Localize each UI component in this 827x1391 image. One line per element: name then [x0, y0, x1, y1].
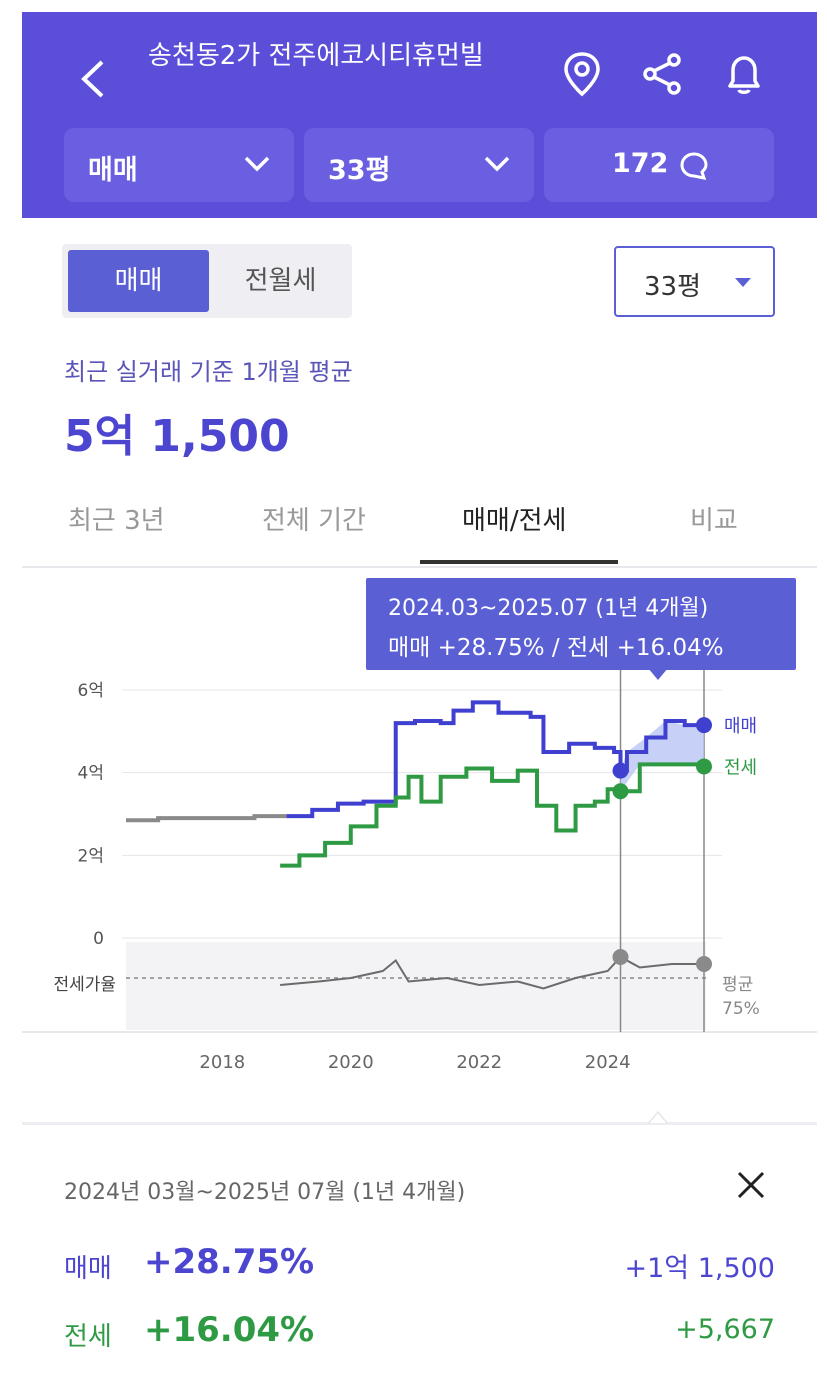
- ratio-series-line: [280, 955, 704, 990]
- y-tick-label: 2억: [78, 846, 104, 866]
- tooltip-period: 2024.03~2025.07 (1년 4개월): [388, 596, 709, 621]
- tab-recent-3y[interactable]: 최근 3년: [68, 506, 165, 536]
- close-icon[interactable]: [734, 1168, 768, 1202]
- area-type-label: 33평: [328, 155, 391, 186]
- trade-segment-control: 매매 전월세: [62, 244, 352, 318]
- location-pin-icon[interactable]: [558, 50, 606, 98]
- dropdown-caret-icon: [735, 278, 751, 287]
- detail-period: 2024년 03월~2025년 07월 (1년 4개월): [64, 1180, 466, 1205]
- lease-end-dot: [696, 758, 712, 775]
- detail-lease-label: 전세: [64, 1322, 112, 1352]
- range-tooltip: 2024.03~2025.07 (1년 4개월) 매매 +28.75% / 전세…: [366, 578, 796, 670]
- comments-button[interactable]: 172: [544, 128, 774, 202]
- ratio-avg-value: 75%: [722, 999, 760, 1019]
- trade-type-select[interactable]: 매매: [64, 128, 294, 202]
- page-title: 송천동2가 전주에코시티휴먼빌: [148, 41, 484, 71]
- y-tick-label: 4억: [78, 764, 104, 784]
- area-type-select[interactable]: 33평: [304, 128, 534, 202]
- share-icon[interactable]: [638, 50, 686, 98]
- tab-all-period[interactable]: 전체 기간: [262, 506, 366, 536]
- tab-compare[interactable]: 비교: [690, 506, 738, 536]
- lease-end-label: 전세: [724, 757, 757, 778]
- chat-bubble-icon: [680, 152, 708, 180]
- app-header: 송천동2가 전주에코시티휴먼빌 매매 33평 172: [22, 12, 817, 218]
- chevron-down-icon: [484, 156, 510, 172]
- detail-lease-pct: +16.04%: [144, 1310, 315, 1350]
- area-dropdown[interactable]: 33평: [614, 246, 775, 317]
- chevron-down-icon: [244, 156, 270, 172]
- comment-count: 172: [612, 148, 669, 179]
- sale-early-line: [126, 814, 287, 823]
- x-tick-label: 2024: [585, 1052, 631, 1073]
- area-dropdown-label: 33평: [644, 272, 702, 302]
- tooltip-values: 매매 +28.75% / 전세 +16.04%: [388, 635, 724, 661]
- sale-end-label: 매매: [724, 716, 757, 737]
- ratio-band: [126, 942, 706, 1030]
- period-tabs: 최근 3년 전체 기간 매매/전세 비교: [22, 490, 817, 568]
- trade-type-label: 매매: [88, 155, 138, 186]
- price-basis-label: 최근 실거래 기준 1개월 평균: [64, 358, 353, 386]
- bell-icon[interactable]: [720, 50, 768, 98]
- ratio-avg-label: 평균: [722, 975, 753, 995]
- detail-lease-amount: +5,667: [675, 1314, 775, 1345]
- average-price: 5억 1,500: [64, 411, 290, 462]
- x-tick-label: 2018: [199, 1052, 245, 1073]
- y-tick-label: 0: [93, 929, 104, 949]
- active-tab-indicator: [420, 560, 618, 564]
- sale-end-dot: [696, 717, 712, 734]
- lease-range-start-dot: [612, 783, 629, 800]
- sale-series-line: [286, 700, 704, 819]
- x-tick-label: 2020: [328, 1052, 374, 1073]
- tooltip-pointer: [648, 668, 668, 680]
- detail-sale-pct: +28.75%: [144, 1242, 315, 1282]
- ratio-range-start-dot: [612, 949, 629, 965]
- highlight-fill: [620, 721, 704, 792]
- segment-sale[interactable]: 매매: [68, 250, 209, 312]
- detail-sale-label: 매매: [64, 1254, 112, 1284]
- section-divider: [22, 1122, 817, 1125]
- y-tick-label: 6억: [78, 681, 104, 701]
- tab-sale-lease[interactable]: 매매/전세: [462, 506, 567, 536]
- segment-lease[interactable]: 전월세: [244, 266, 317, 296]
- detail-sale-amount: +1억 1,500: [624, 1253, 775, 1284]
- back-arrow-icon[interactable]: [74, 54, 114, 104]
- x-tick-label: 2022: [456, 1052, 502, 1073]
- ratio-label: 전세가율: [53, 975, 116, 995]
- panel-pointer: [648, 1110, 668, 1124]
- sale-range-start-dot: [612, 762, 629, 779]
- lease-series-line: [280, 762, 706, 868]
- ratio-end-dot: [696, 956, 712, 972]
